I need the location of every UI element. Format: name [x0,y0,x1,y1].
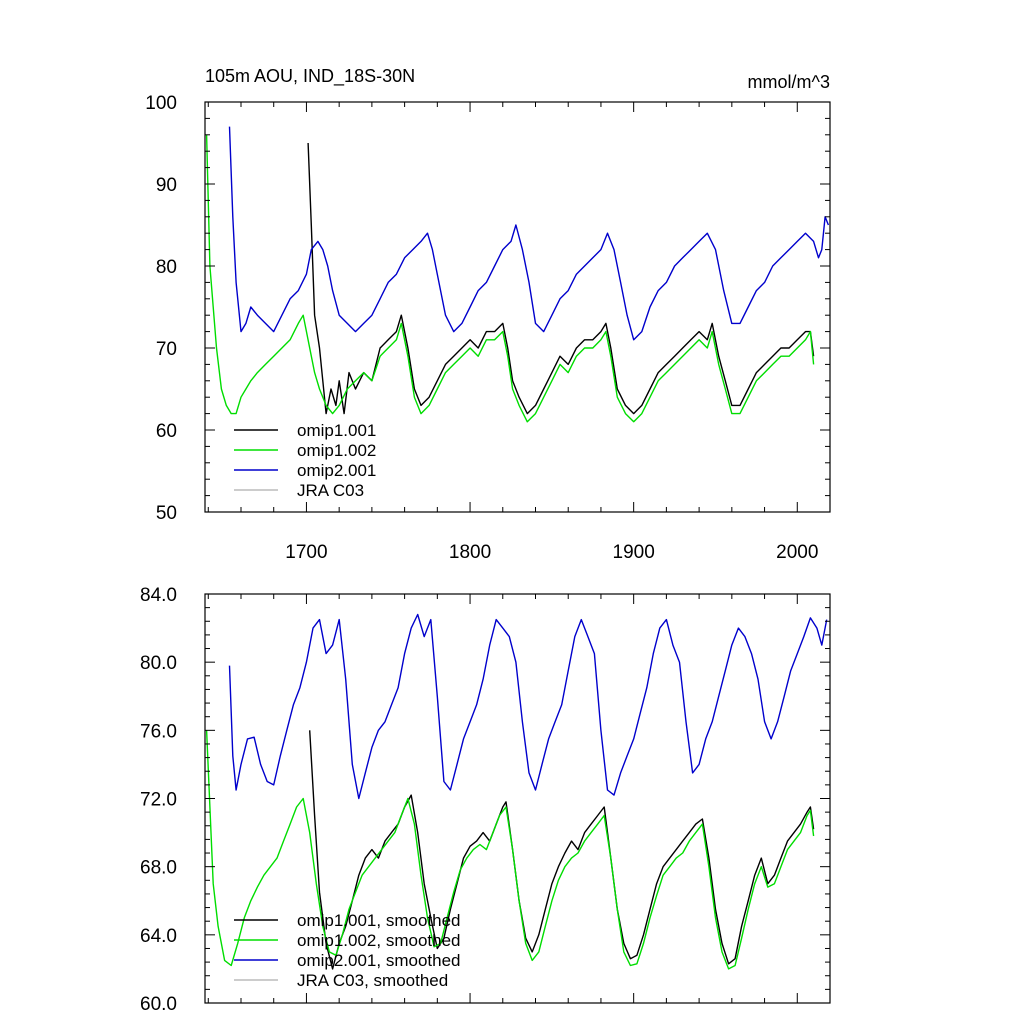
chart-units: mmol/m^3 [748,72,830,92]
y-tick-label-2: 60.0 [140,994,177,1015]
y-tick-label-2: 80.0 [140,653,177,674]
x-tick-label-1: 1800 [449,542,491,563]
legend-label-2: omip1.001, smoothed [297,911,461,930]
series-line-1-2 [205,134,815,423]
series-line-2-1 [309,730,815,970]
chart-title: 105m AOU, IND_18S-30N [205,66,415,87]
y-tick-label-1: 100 [145,93,177,114]
panel-1: 50 60 70 80 90 100 1700 1800 1900 2000 105m AOU, I… [145,66,831,563]
x-tick-label-1: 1900 [613,542,655,563]
y-tick-label-2: 72.0 [140,790,177,811]
series-line-1-3 [228,126,830,341]
y-tick-label-1: 80 [156,257,177,278]
legend-label-1: omip1.002 [297,441,376,460]
legend-label-1: JRA C03 [297,481,364,500]
y-tick-label-2: 68.0 [140,858,177,879]
panel-2: 60.0 64.0 68.0 72.0 76.0 80.0 84.0 omip1.001, s… [140,585,831,1015]
series-line-2-2 [205,730,815,970]
legend-label-2: omip2.001, smoothed [297,951,461,970]
legend-label-2: JRA C03, smoothed [297,971,448,990]
series-line-1-1 [307,142,815,415]
plot-frame-1 [204,101,831,513]
x-tick-label-1: 2000 [776,542,818,563]
x-tick-label-1: 1700 [285,542,327,563]
legend-label-1: omip2.001 [297,461,376,480]
series-line-2-3 [228,613,828,800]
legend-label-2: omip1.002, smoothed [297,931,461,950]
y-tick-label-1: 50 [156,503,177,524]
y-tick-label-1: 70 [156,339,177,360]
y-tick-label-1: 90 [156,175,177,196]
y-tick-label-2: 84.0 [140,585,177,606]
y-tick-label-2: 76.0 [140,721,177,742]
y-tick-label-2: 64.0 [140,926,177,947]
legend-label-1: omip1.001 [297,421,376,440]
y-tick-label-1: 60 [156,421,177,442]
